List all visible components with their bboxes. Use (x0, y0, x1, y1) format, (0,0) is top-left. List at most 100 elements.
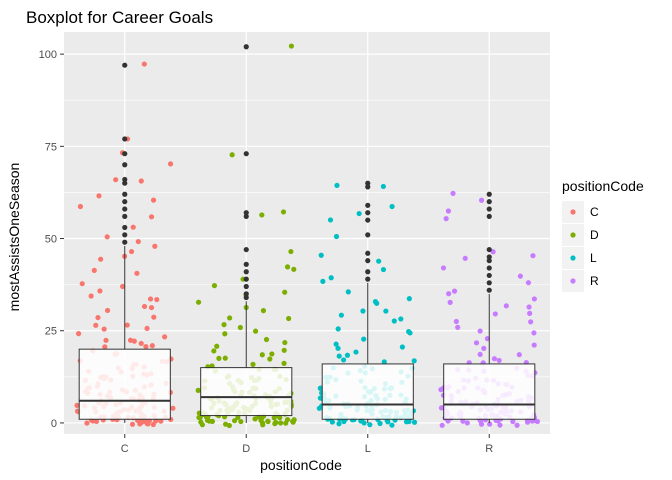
data-point-D (291, 266, 297, 272)
data-point-C (141, 61, 147, 67)
data-point-D (281, 347, 287, 353)
legend-title: positionCode (562, 178, 644, 194)
data-point-L (399, 344, 405, 350)
box-D (200, 367, 293, 417)
data-point-C (147, 296, 154, 302)
data-point-D (288, 248, 294, 255)
data-point-D (231, 418, 238, 424)
outlier-point-D (243, 246, 249, 253)
outlier-point-L (365, 276, 371, 282)
data-point-L (329, 419, 335, 425)
data-point-D (277, 420, 284, 426)
data-point-L (377, 420, 383, 427)
data-point-D (195, 387, 201, 393)
data-point-L (335, 345, 341, 351)
outlier-point-C (122, 136, 128, 142)
outlier-point-R (486, 265, 492, 271)
data-point-C (101, 326, 107, 332)
x-tick-label: R (485, 443, 493, 455)
data-point-R (450, 190, 456, 196)
data-point-D (259, 352, 265, 358)
data-point-L (338, 312, 344, 318)
data-point-C (143, 344, 149, 350)
outlier-point-R (486, 280, 492, 286)
x-tick-label: C (121, 443, 129, 455)
legend-label-C: C (590, 205, 599, 219)
y-tick-label: 50 (45, 234, 57, 246)
data-point-C (103, 337, 109, 343)
data-point-C (95, 314, 101, 321)
outlier-point-R (486, 246, 492, 253)
data-point-C (152, 243, 158, 249)
y-tick-label: 25 (45, 326, 57, 338)
data-point-C (96, 193, 102, 199)
data-point-C (104, 307, 111, 314)
outlier-point-L (365, 232, 371, 238)
data-point-L (327, 217, 334, 223)
data-point-R (527, 310, 533, 316)
data-point-R (484, 336, 491, 342)
outlier-point-C (122, 151, 128, 157)
data-point-L (336, 421, 342, 427)
data-point-C (79, 281, 85, 287)
data-point-D (286, 315, 292, 322)
data-point-D (237, 324, 243, 331)
data-point-L (398, 316, 404, 322)
data-point-R (477, 351, 483, 358)
data-point-L (389, 422, 395, 428)
x-tick-label: D (242, 443, 250, 455)
legend-swatch-L (570, 255, 576, 261)
data-point-R (497, 422, 503, 428)
data-point-R (510, 418, 516, 425)
data-point-C (93, 322, 99, 328)
outlier-point-C (122, 224, 128, 231)
data-point-C (88, 293, 94, 299)
data-point-R (438, 387, 444, 393)
legend-swatch-C (570, 209, 576, 215)
data-point-D (252, 416, 258, 422)
data-point-L (334, 182, 340, 189)
data-point-R (447, 299, 453, 305)
legend-swatch-D (570, 232, 576, 238)
data-point-L (406, 296, 412, 302)
data-point-L (372, 299, 379, 305)
data-point-R (531, 342, 537, 348)
data-point-L (344, 352, 351, 358)
data-point-R (503, 303, 509, 309)
outlier-point-L (365, 217, 371, 223)
y-tick-label: 100 (39, 49, 57, 61)
data-point-D (281, 360, 287, 366)
data-point-R (462, 255, 468, 261)
data-point-R (446, 291, 452, 297)
data-point-D (280, 209, 287, 215)
data-point-C (98, 256, 104, 262)
data-point-D (216, 355, 222, 361)
data-point-L (318, 252, 324, 258)
box-R (443, 363, 536, 420)
data-point-C (170, 405, 176, 411)
data-point-D (282, 339, 288, 346)
outlier-point-D (243, 294, 249, 301)
data-point-C (144, 325, 150, 332)
data-point-D (227, 315, 233, 321)
data-point-R (460, 418, 466, 424)
outlier-point-L (365, 210, 371, 216)
outlier-point-L (365, 258, 371, 264)
data-point-C (127, 337, 134, 343)
x-tick-label: L (365, 443, 371, 455)
data-point-C (167, 161, 174, 167)
data-point-C (124, 322, 130, 328)
data-point-C (138, 178, 144, 184)
outlier-point-D (243, 283, 249, 290)
outlier-point-C (122, 162, 128, 168)
data-point-D (259, 212, 265, 218)
boxplots (78, 245, 536, 423)
data-point-C (75, 331, 82, 337)
data-point-C (130, 224, 136, 230)
data-point-L (333, 341, 339, 347)
legend-label-D: D (590, 228, 599, 242)
data-point-R (439, 422, 445, 428)
data-point-D (284, 264, 291, 270)
